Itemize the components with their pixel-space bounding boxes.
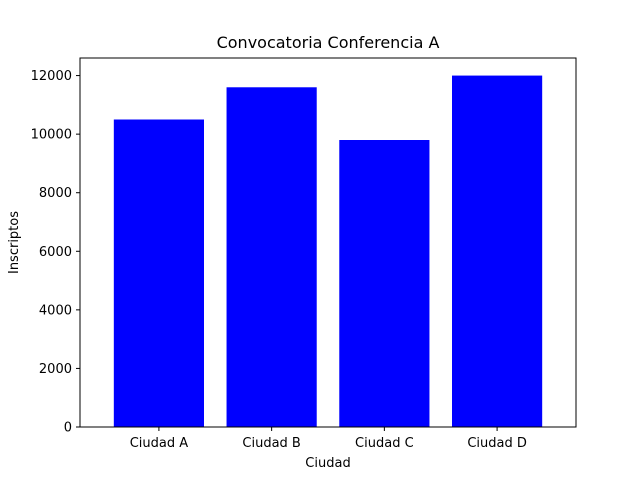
y-tick-label: 8000 (39, 186, 72, 201)
y-tick-label: 0 (64, 421, 72, 436)
bar-ciudad-b (226, 87, 317, 428)
bar-ciudad-d (452, 75, 543, 428)
y-axis-label: Inscriptos (7, 211, 22, 274)
bar-ciudad-c (339, 140, 430, 427)
y-tick-label: 6000 (39, 245, 72, 260)
bar-ciudad-a (113, 119, 204, 427)
y-tick-label: 10000 (31, 128, 72, 143)
bars-layer (113, 75, 543, 428)
x-axis-label: Ciudad (305, 456, 350, 471)
x-tick-label: Ciudad A (130, 436, 189, 451)
x-tick-label: Ciudad C (355, 436, 414, 451)
y-axis: 0 2000 4000 6000 8000 10000 12000 (31, 69, 80, 436)
plot-frame (79, 57, 577, 428)
axes-layer (79, 57, 577, 428)
x-tick-label: Ciudad B (242, 436, 300, 451)
x-axis: Ciudad A Ciudad B Ciudad C Ciudad D (130, 427, 527, 451)
y-tick-label: 2000 (39, 362, 72, 377)
y-tick-label: 4000 (39, 303, 72, 318)
chart-title: Convocatoria Conferencia A (217, 33, 440, 52)
y-tick-label: 12000 (31, 69, 72, 84)
x-tick-label: Ciudad D (467, 436, 527, 451)
